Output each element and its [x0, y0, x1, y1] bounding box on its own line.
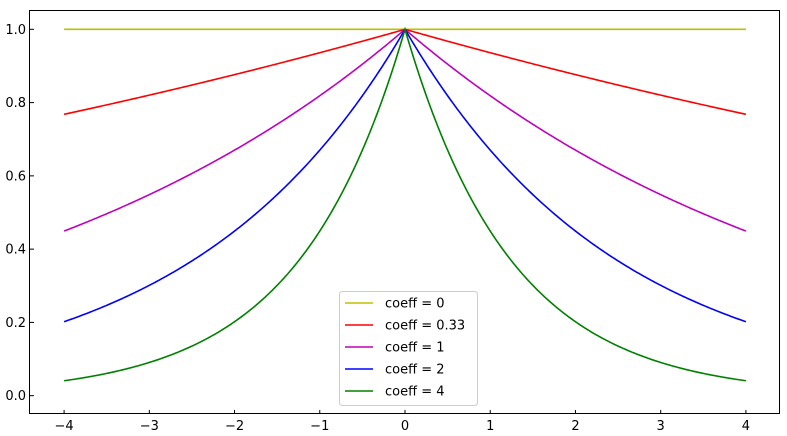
y-tick-label: 0.2: [5, 316, 26, 331]
legend-label: coeff = 0: [385, 297, 444, 312]
x-tick-label: −3: [140, 419, 159, 434]
y-tick-label: 0.4: [5, 243, 26, 258]
legend-label: coeff = 0.33: [385, 319, 465, 334]
x-tick-label: 1: [486, 419, 494, 434]
x-tick-label: −1: [310, 419, 329, 434]
legend-box: [339, 291, 478, 406]
series-line-3: [63, 27, 747, 323]
plot-lines: [63, 26, 747, 382]
x-tick-label: 2: [571, 419, 579, 434]
y-tick-label: 1.0: [5, 23, 26, 38]
x-tick-label: 0: [401, 419, 409, 434]
y-tick-label: 0.6: [5, 169, 26, 184]
series-line-4: [63, 26, 747, 382]
y-tick-label: 0.0: [5, 389, 26, 404]
x-tick-label: 4: [742, 419, 750, 434]
legend-label: coeff = 1: [385, 341, 444, 356]
legend: coeff = 0 coeff = 0.33 coeff = 1 coeff = 2 c…: [339, 291, 478, 406]
series-line-2: [63, 28, 747, 232]
x-tick-label: −4: [55, 419, 74, 434]
axis-ticks: −4 −3 −2 −1 0 1 2 3 4 0.0 0.2 0.4 0.6 0.8 1.0: [5, 23, 750, 434]
legend-label: coeff = 4: [385, 385, 444, 400]
series-line-1: [63, 28, 747, 116]
x-tick-label: −2: [225, 419, 244, 434]
legend-label: coeff = 2: [385, 363, 444, 378]
y-tick-label: 0.8: [5, 96, 26, 111]
x-tick-label: 3: [657, 419, 665, 434]
